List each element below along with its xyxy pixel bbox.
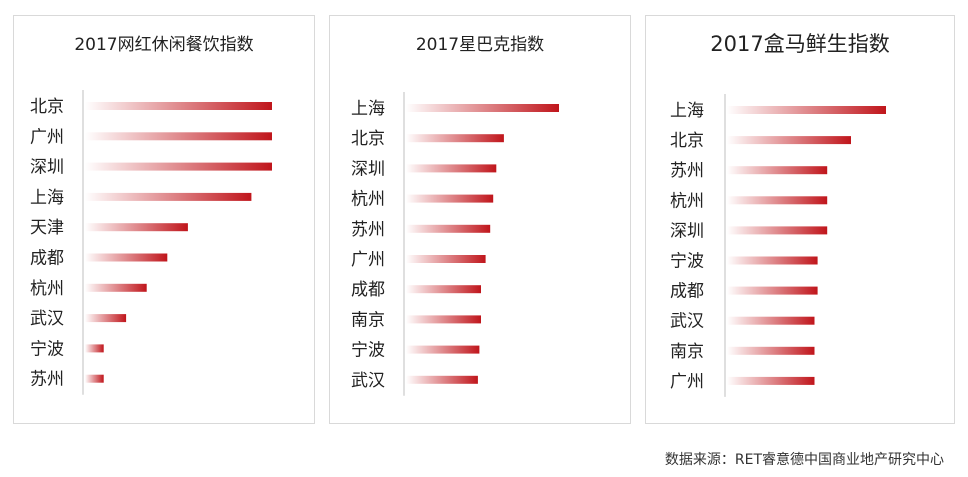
bar [406, 285, 481, 294]
bar [406, 194, 494, 203]
bar [85, 374, 104, 383]
bar [85, 162, 272, 171]
bar [406, 224, 491, 233]
bar [727, 196, 828, 205]
category-label: 深圳 [670, 221, 704, 241]
bar [85, 192, 252, 201]
chart-title: 2017盒马鲜生指数 [710, 32, 890, 56]
bar [406, 164, 497, 173]
category-label: 杭州 [30, 279, 64, 299]
bar [406, 104, 559, 112]
bar [406, 315, 481, 324]
category-label: 北京 [30, 97, 64, 117]
bar [406, 255, 486, 263]
chart-panel-1: 2017网红休闲餐饮指数 北京广州深圳上海天津成都杭州武汉宁波苏州 [13, 15, 315, 424]
bar [727, 256, 818, 265]
source-note: 数据来源：RET睿意德中国商业地产研究中心 [664, 452, 944, 468]
category-label: 广州 [30, 127, 64, 147]
category-label: 武汉 [670, 312, 704, 332]
bar [85, 132, 272, 141]
category-label: 宁波 [30, 339, 64, 359]
category-label: 南京 [351, 310, 385, 330]
bar [85, 314, 127, 323]
chart-title: 2017网红休闲餐饮指数 [74, 35, 254, 55]
bar [727, 376, 815, 385]
bar [85, 223, 188, 232]
bar [727, 106, 886, 114]
bar [406, 375, 478, 384]
category-label: 武汉 [30, 309, 64, 329]
bar [727, 316, 815, 325]
category-label: 宁波 [351, 341, 385, 361]
category-label: 成都 [670, 282, 704, 302]
bar [727, 136, 851, 145]
category-label: 武汉 [351, 371, 385, 391]
bar [85, 344, 104, 353]
category-label: 宁波 [670, 252, 704, 272]
bar [727, 166, 828, 175]
bar [727, 346, 815, 355]
bar [406, 345, 480, 354]
category-label: 天津 [30, 218, 64, 238]
category-label: 深圳 [351, 159, 385, 179]
category-label: 北京 [351, 129, 385, 149]
category-label: 广州 [670, 372, 704, 392]
category-label: 深圳 [30, 158, 64, 178]
bar [727, 226, 828, 235]
chart-panel-3: 2017盒马鲜生指数 上海北京苏州杭州深圳宁波成都武汉南京广州 [645, 15, 955, 424]
bar [85, 283, 147, 292]
category-label: 广州 [351, 250, 385, 270]
bar [85, 253, 168, 262]
category-label: 北京 [670, 131, 704, 151]
chart-panel-2: 2017星巴克指数 上海北京深圳杭州苏州广州成都南京宁波武汉 [329, 15, 631, 424]
chart-title: 2017星巴克指数 [415, 35, 545, 55]
bar [406, 134, 504, 143]
category-label: 苏州 [351, 220, 385, 240]
category-label: 杭州 [351, 190, 385, 210]
bar [727, 286, 818, 295]
category-label: 苏州 [670, 161, 704, 181]
bar [85, 102, 272, 110]
category-label: 成都 [30, 249, 64, 269]
category-label: 成都 [351, 280, 385, 300]
category-label: 上海 [30, 188, 64, 208]
category-label: 杭州 [670, 191, 704, 211]
category-label: 上海 [670, 101, 704, 121]
category-label: 苏州 [30, 370, 64, 390]
category-label: 南京 [670, 342, 704, 362]
category-label: 上海 [351, 99, 385, 119]
